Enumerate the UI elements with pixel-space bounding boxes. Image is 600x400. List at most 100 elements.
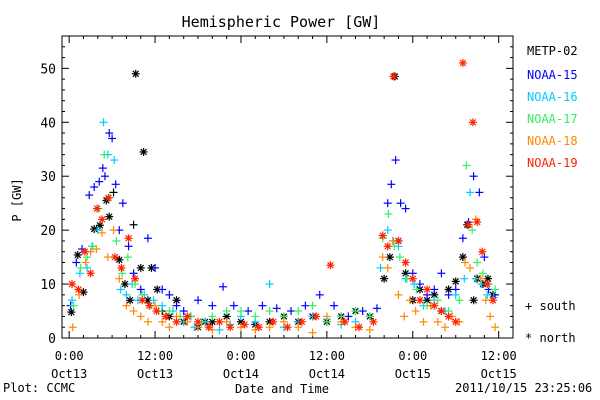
x-tick-label-date: Oct13 (137, 367, 173, 381)
point-noaa-17-south (468, 226, 477, 235)
point-noaa-19-north (478, 247, 487, 256)
point-noaa-15-south (401, 204, 410, 213)
point-noaa-19-north (444, 312, 453, 321)
point-metp-02-north (73, 250, 82, 259)
point-noaa-18-south (411, 307, 420, 316)
point-noaa-19-north (312, 312, 321, 321)
y-tick-label: 10 (40, 278, 56, 293)
point-noaa-15-south (95, 177, 104, 186)
point-noaa-15-south (118, 199, 127, 208)
point-metp-02-north (469, 296, 478, 305)
point-noaa-18-south (103, 253, 112, 262)
point-noaa-17-south (236, 307, 245, 316)
point-noaa-17-south (222, 307, 231, 316)
point-noaa-18-south (461, 258, 470, 267)
y-tick-label: 50 (40, 62, 56, 77)
point-noaa-15-south (158, 285, 167, 294)
chart-title: Hemispheric Power [GW] (182, 13, 381, 31)
point-noaa-17-south (351, 307, 360, 316)
point-noaa-15-south (387, 180, 396, 189)
point-noaa-19-north (473, 218, 482, 227)
footer-credit: Plot: CCMC (3, 381, 76, 395)
x-tick-label-time: 12:00 (481, 349, 517, 363)
point-noaa-15-south (372, 304, 381, 313)
point-noaa-15-south (391, 156, 400, 165)
legend-noaa-17: NOAA-17 (527, 112, 578, 126)
point-noaa-18-south (481, 296, 490, 305)
point-noaa-16-south (149, 296, 158, 305)
point-noaa-16-south (451, 290, 460, 299)
point-noaa-18-south (98, 228, 107, 237)
point-noaa-16-south (383, 226, 392, 235)
y-axis-label: P [GW] (10, 178, 24, 221)
point-noaa-19-north (74, 285, 83, 294)
point-noaa-19-north (183, 312, 192, 321)
point-metp-02-north (67, 308, 76, 317)
point-noaa-18-south (81, 258, 90, 267)
point-metp-02-north (79, 288, 88, 297)
point-noaa-16-south (376, 263, 385, 272)
point-metp-02-north (120, 280, 129, 289)
point-metp-02-north (380, 274, 389, 283)
point-noaa-19-north (80, 247, 89, 256)
point-noaa-18-south (394, 290, 403, 299)
point-noaa-17-south (100, 150, 109, 159)
point-metp-02-north (90, 225, 99, 234)
point-noaa-19-north (464, 220, 473, 229)
x-tick-label-time: 0:00 (227, 349, 256, 363)
point-noaa-19-north (394, 236, 403, 245)
point-noaa-15-south (458, 234, 467, 243)
point-noaa-18-south (143, 317, 152, 326)
point-noaa-15-south (100, 172, 109, 181)
point-noaa-18-south (440, 323, 449, 332)
point-noaa-18-south (400, 312, 409, 321)
point-noaa-19-north (86, 269, 95, 278)
x-tick-label-time: 0:00 (398, 349, 427, 363)
point-noaa-19-north (93, 204, 102, 213)
point-metp-02-north (105, 212, 114, 221)
point-noaa-19-north (152, 307, 161, 316)
point-noaa-15-south (124, 242, 133, 251)
point-noaa-19-north (110, 253, 119, 262)
point-noaa-17-south (265, 307, 274, 316)
point-noaa-15-south (475, 188, 484, 197)
point-noaa-19-north (226, 323, 235, 332)
point-noaa-18-south (75, 290, 84, 299)
plus-marker-icon: + (525, 299, 533, 313)
point-noaa-15-south (396, 199, 405, 208)
point-noaa-19-north (383, 242, 392, 251)
x-tick-label-date: Oct15 (395, 367, 431, 381)
legend-noaa-19: NOAA-19 (527, 156, 578, 170)
point-noaa-18-south (322, 312, 331, 321)
point-metp-02-north (385, 253, 394, 262)
point-noaa-19-north (340, 317, 349, 326)
point-noaa-19-north (415, 296, 424, 305)
point-metp-02-north (126, 296, 135, 305)
point-noaa-17-south (473, 258, 482, 267)
point-metp-02-north (136, 263, 145, 272)
point-noaa-15-south (72, 258, 81, 267)
legend-north: * north (525, 332, 576, 344)
point-noaa-15-south (165, 290, 174, 299)
point-noaa-19-north (269, 317, 278, 326)
point-noaa-17-south (478, 269, 487, 278)
point-noaa-15-south (151, 263, 160, 272)
point-noaa-18-south (365, 325, 374, 334)
point-noaa-15-south (344, 312, 353, 321)
point-metp-02-north (115, 255, 124, 264)
point-noaa-19-north (355, 323, 364, 332)
point-noaa-17-south (395, 253, 404, 262)
point-noaa-16-south (93, 226, 102, 235)
point-noaa-19-north (389, 72, 398, 81)
point-noaa-19-north (68, 280, 77, 289)
point-noaa-15-south (105, 129, 114, 138)
point-noaa-15-south (358, 307, 367, 316)
point-noaa-19-north (378, 231, 387, 240)
point-noaa-18-south (486, 312, 495, 321)
point-noaa-15-south (194, 296, 203, 305)
point-noaa-16-south (75, 269, 84, 278)
point-metp-02-north (139, 147, 148, 156)
point-noaa-16-south (158, 301, 167, 310)
point-noaa-19-north (204, 323, 213, 332)
point-noaa-18-south (68, 323, 77, 332)
